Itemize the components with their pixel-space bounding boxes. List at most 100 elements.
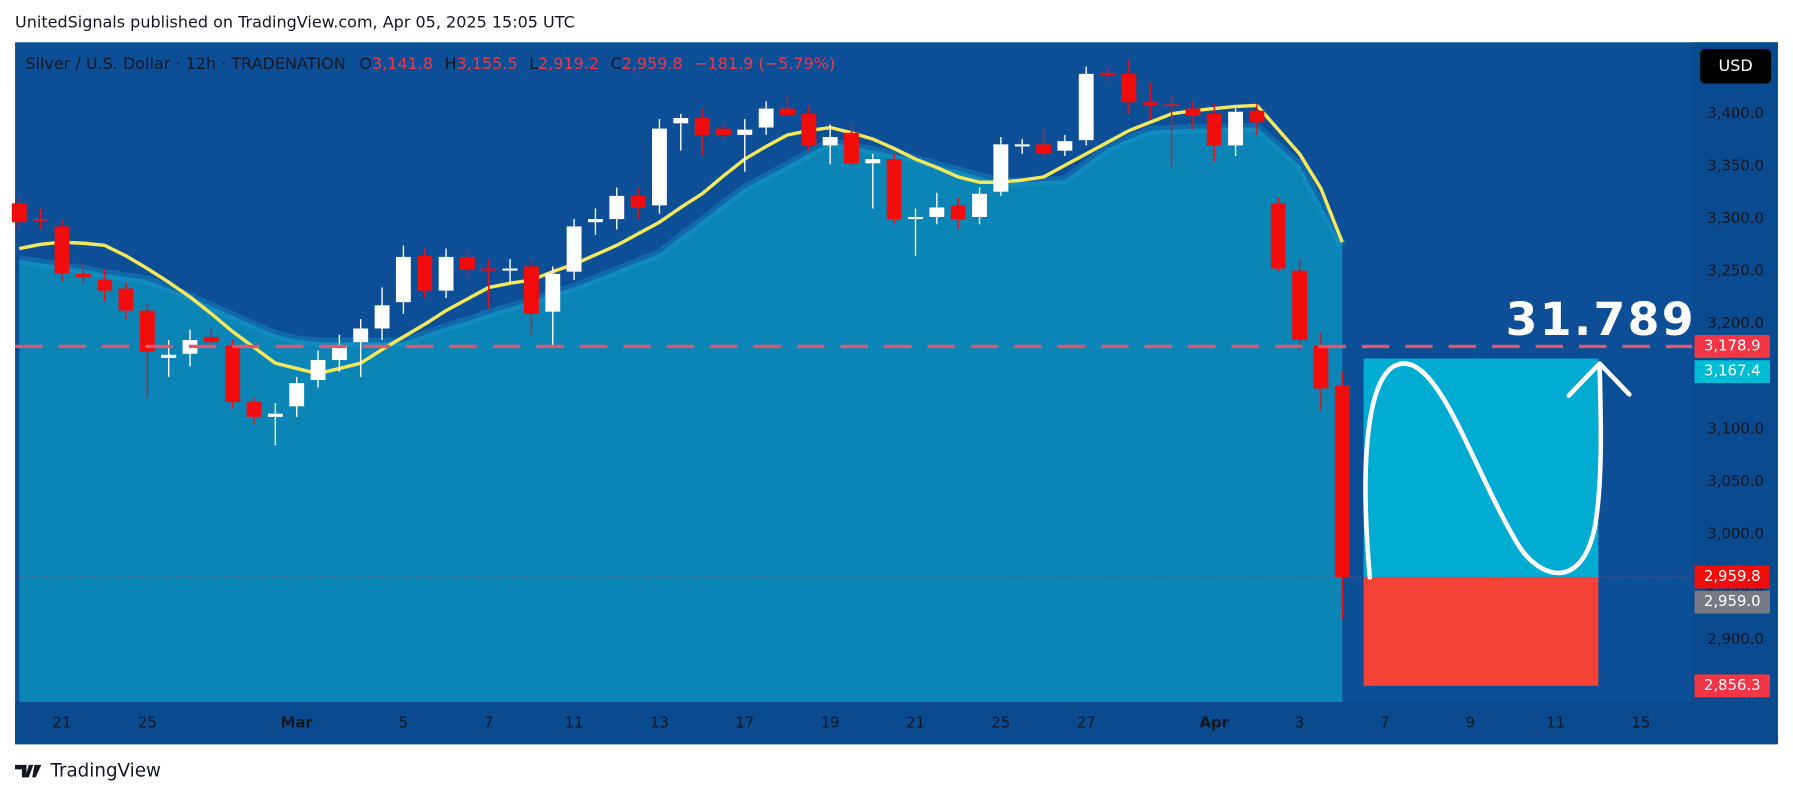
candle-body	[1078, 73, 1094, 141]
price-badge-label: 2,959.0	[1704, 592, 1761, 610]
candle-body	[523, 266, 539, 314]
candle-body	[929, 207, 945, 217]
candle-body	[1057, 141, 1073, 151]
price-badge	[1694, 674, 1770, 698]
y-tick-label: 3,000.0	[1707, 525, 1764, 543]
candle-body	[1206, 113, 1222, 146]
y-tick-label: 3,400.0	[1707, 104, 1764, 122]
candle-body	[972, 193, 987, 217]
candle-body	[203, 336, 219, 343]
candle-body	[246, 402, 262, 417]
candle-body	[545, 273, 561, 312]
candle-body	[1121, 73, 1137, 103]
forecast-arrow	[1363, 361, 1632, 580]
price-badge-label: 3,178.9	[1704, 336, 1761, 354]
candle-body	[566, 226, 582, 272]
y-tick-label: 3,100.0	[1707, 419, 1764, 437]
x-tick-label: 17	[735, 714, 754, 732]
legend-part: O	[359, 54, 372, 73]
legend-part: 3,155.5	[457, 54, 518, 73]
price-badge	[1694, 360, 1770, 384]
y-tick-label: 3,250.0	[1707, 262, 1764, 280]
price-badge-label: 3,167.4	[1704, 362, 1761, 380]
candle-body	[353, 328, 369, 343]
candle-body	[1014, 144, 1030, 147]
candle-body	[374, 305, 390, 329]
legend-part: L	[529, 54, 538, 73]
candle-body	[758, 108, 774, 128]
y-tick-label: 3,300.0	[1707, 209, 1764, 227]
currency-button[interactable]	[1700, 49, 1772, 84]
candle-body	[673, 118, 689, 124]
x-tick-label: 3	[1295, 714, 1304, 732]
ma-area	[19, 127, 1343, 702]
x-tick-label: Mar	[281, 714, 314, 732]
x-tick-label: 15	[1632, 714, 1651, 732]
candle-body	[225, 345, 241, 403]
candle-body	[993, 144, 1009, 192]
ma-line	[18, 122, 1347, 347]
legend-part: H	[445, 54, 457, 73]
stop-zone	[1363, 577, 1599, 686]
annotation: 31.789	[1506, 293, 1696, 346]
candle-body	[908, 216, 923, 220]
price-badge	[1694, 590, 1770, 614]
x-tick-label: 13	[650, 714, 669, 732]
candle-body	[1100, 72, 1115, 75]
tradingview-logo	[15, 764, 42, 778]
y-tick-label: 3,050.0	[1707, 472, 1764, 490]
ma-line	[18, 103, 1344, 376]
candle-body	[1334, 385, 1350, 577]
candle-body	[737, 129, 753, 135]
y-tick-label: 2,900.0	[1707, 630, 1764, 648]
candle-body	[1228, 111, 1244, 146]
candle-body	[1270, 203, 1286, 269]
x-tick-label: 7	[484, 714, 493, 732]
candle-body	[161, 354, 177, 358]
candle-body	[118, 288, 134, 311]
x-tick-label: 7	[1380, 714, 1389, 732]
x-tick-label: 11	[1546, 714, 1565, 732]
candle-body	[1164, 104, 1179, 107]
candle-body	[75, 273, 91, 277]
x-tick-label: 27	[1077, 714, 1096, 732]
candle-body	[502, 268, 518, 271]
candle-body	[801, 113, 817, 146]
candle-body	[1313, 345, 1329, 389]
candle-body	[630, 195, 646, 208]
legend-part: Silver / U.S. Dollar · 12h · TRADENATION	[25, 54, 345, 73]
x-tick-label: 25	[138, 714, 157, 732]
x-axis-band	[15, 701, 1693, 745]
candle-body	[950, 205, 966, 220]
legend-part: 2,959.8	[622, 54, 683, 73]
candle-body	[1142, 102, 1158, 106]
candle-body	[139, 310, 155, 352]
legend-part: C	[611, 54, 622, 73]
y-tick-label: 3,350.0	[1707, 156, 1764, 174]
x-tick-label: 25	[991, 714, 1010, 732]
price-badge-label: 2,856.3	[1704, 676, 1761, 694]
candle-body	[417, 255, 433, 291]
y-axis-band	[1692, 42, 1778, 745]
candle-body	[267, 413, 283, 417]
x-tick-label: 11	[565, 714, 584, 732]
candle-body	[54, 226, 70, 274]
candle-body	[310, 360, 326, 381]
candle-body	[886, 159, 902, 220]
price-badge-label: 2,959.8	[1704, 567, 1761, 585]
candle-body	[1185, 108, 1201, 116]
plot-area: 31.7892,900.02,950.03,000.03,050.03,100.…	[11, 42, 1778, 745]
candle-body	[865, 159, 881, 164]
candle-body	[1292, 270, 1308, 341]
price-badge	[1694, 565, 1770, 589]
candle-body	[609, 195, 625, 220]
x-tick-label: 5	[399, 714, 408, 732]
candle-body	[395, 256, 411, 303]
symbol-legend: Silver / U.S. Dollar · 12h · TRADENATION…	[25, 54, 835, 73]
x-tick-label: 21	[53, 714, 72, 732]
legend-part: 2,919.2	[538, 54, 599, 73]
x-tick-label: 9	[1466, 714, 1475, 732]
candle-body	[481, 268, 497, 271]
